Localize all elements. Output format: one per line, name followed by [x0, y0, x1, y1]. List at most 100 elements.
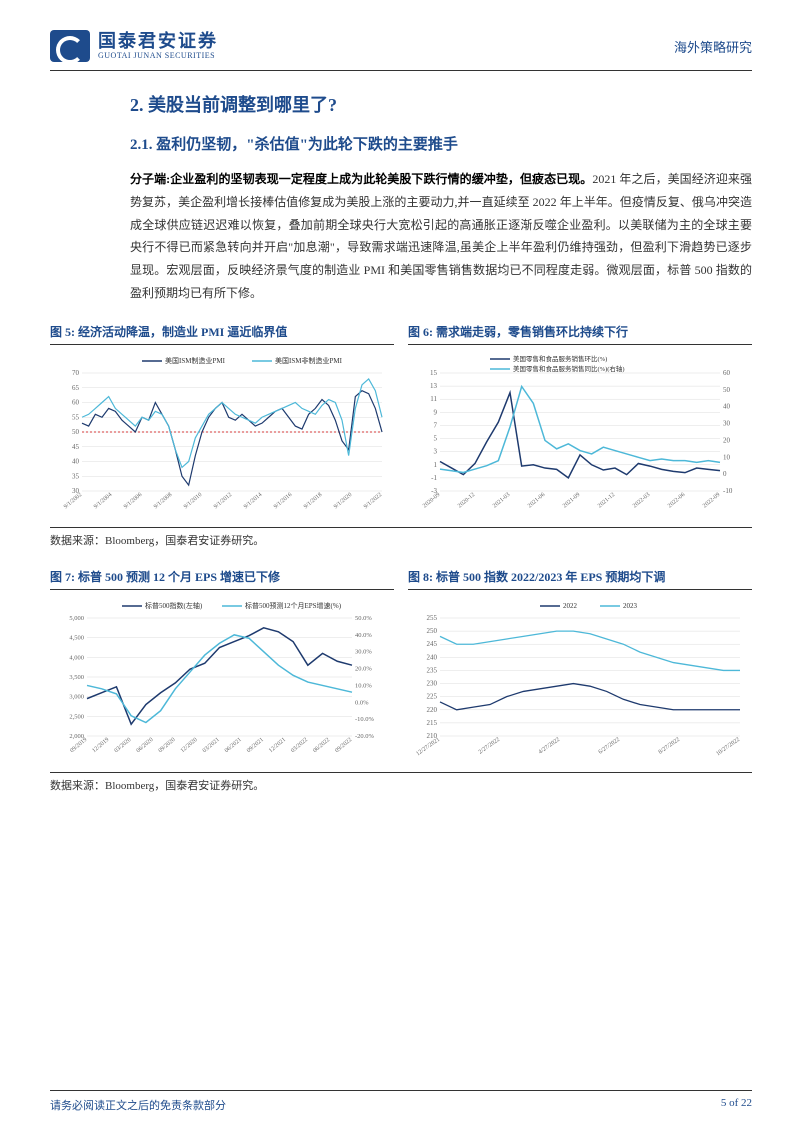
svg-text:1: 1 [434, 461, 438, 469]
svg-text:2/27/2022: 2/27/2022 [478, 737, 501, 756]
chart-source-2: 数据来源：Bloomberg，国泰君安证券研究。 [50, 772, 752, 793]
svg-text:2022: 2022 [563, 602, 578, 610]
page-header: 国泰君安证券 GUOTAI JUNAN SECURITIES 海外策略研究 [50, 30, 752, 71]
svg-text:9/1/2012: 9/1/2012 [213, 492, 233, 510]
svg-text:245: 245 [427, 640, 438, 648]
svg-text:09/2020: 09/2020 [158, 737, 177, 754]
svg-text:215: 215 [427, 719, 438, 727]
company-logo-icon [50, 30, 90, 62]
svg-text:9/1/2018: 9/1/2018 [303, 492, 323, 510]
svg-text:240: 240 [427, 653, 438, 661]
svg-text:4,000: 4,000 [69, 654, 84, 661]
svg-text:50.0%: 50.0% [355, 615, 372, 622]
svg-text:4/27/2022: 4/27/2022 [538, 737, 561, 756]
chart-row-2: 图 7: 标普 500 预测 12 个月 EPS 增速已下修 标普500指数(左… [50, 568, 752, 766]
svg-text:06/2021: 06/2021 [224, 737, 243, 754]
footer-disclaimer: 请务必阅读正文之后的免责条款部分 [50, 1097, 226, 1113]
svg-text:13: 13 [430, 382, 438, 390]
svg-text:美国零售和食品服务销售环比(%): 美国零售和食品服务销售环比(%) [513, 354, 607, 363]
body-paragraph: 分子端:企业盈利的坚韧表现一定程度上成为此轮美股下跌行情的缓冲垫，但疲态已现。2… [130, 168, 752, 305]
subsection-title: 2.1. 盈利仍坚韧，"杀估值"为此轮下跌的主要推手 [130, 133, 752, 154]
svg-text:9/1/2008: 9/1/2008 [153, 492, 173, 510]
page-footer: 请务必阅读正文之后的免责条款部分 5 of 22 [50, 1090, 752, 1113]
svg-text:250: 250 [427, 627, 438, 635]
chart8-title: 图 8: 标普 500 指数 2022/2023 年 EPS 预期均下调 [408, 568, 752, 590]
svg-text:-10: -10 [723, 487, 733, 495]
svg-text:-1: -1 [431, 474, 437, 482]
chart7-box: 标普500指数(左轴)标普500预测12个月EPS增速(%)2,0002,500… [50, 596, 394, 766]
svg-text:40: 40 [72, 457, 80, 465]
svg-text:65: 65 [72, 384, 80, 392]
svg-text:255: 255 [427, 614, 438, 622]
svg-text:2021-06: 2021-06 [527, 492, 546, 509]
svg-text:9/1/2022: 9/1/2022 [363, 492, 383, 510]
svg-text:标普500预测12个月EPS增速(%): 标普500预测12个月EPS增速(%) [245, 601, 342, 610]
svg-text:2022-03: 2022-03 [632, 492, 651, 509]
chart-row-1: 图 5: 经济活动降温，制造业 PMI 逼近临界值 美国ISM制造业PMI 美国I… [50, 323, 752, 521]
svg-text:10/27/2022: 10/27/2022 [715, 737, 741, 758]
svg-text:6/27/2022: 6/27/2022 [598, 737, 621, 756]
svg-text:8/27/2022: 8/27/2022 [658, 737, 681, 756]
svg-text:12/2019: 12/2019 [91, 737, 110, 754]
svg-text:20.0%: 20.0% [355, 665, 372, 672]
svg-text:2022-09: 2022-09 [702, 492, 721, 509]
svg-text:40: 40 [723, 402, 731, 410]
svg-text:3,500: 3,500 [69, 674, 84, 681]
footer-page-number: 5 of 22 [721, 1097, 752, 1113]
svg-text:50: 50 [72, 428, 80, 436]
chart8-box: 2022202321021522022523023524024525025512… [408, 596, 752, 766]
svg-text:2021-09: 2021-09 [562, 492, 581, 509]
svg-text:09/2022: 09/2022 [334, 737, 353, 754]
svg-text:标普500指数(左轴): 标普500指数(左轴) [145, 601, 203, 610]
svg-text:10: 10 [723, 453, 731, 461]
svg-text:3: 3 [434, 447, 438, 455]
svg-text:230: 230 [427, 679, 438, 687]
svg-text:70: 70 [72, 369, 80, 377]
logo-block: 国泰君安证券 GUOTAI JUNAN SECURITIES [50, 30, 218, 62]
svg-text:5,000: 5,000 [69, 615, 84, 622]
svg-text:9/1/2010: 9/1/2010 [183, 492, 203, 510]
svg-text:美国ISM制造业PMI: 美国ISM制造业PMI [165, 356, 226, 365]
svg-text:9/1/2004: 9/1/2004 [93, 492, 113, 510]
svg-text:2020-12: 2020-12 [457, 492, 476, 509]
svg-text:40.0%: 40.0% [355, 632, 372, 639]
chart6-box: 美国零售和食品服务销售环比(%)美国零售和食品服务销售同比(%)(右轴)-3-1… [408, 351, 752, 521]
chart7-title: 图 7: 标普 500 预测 12 个月 EPS 增速已下修 [50, 568, 394, 590]
header-category: 海外策略研究 [674, 37, 752, 56]
svg-text:9/1/2016: 9/1/2016 [273, 492, 293, 510]
svg-text:0.0%: 0.0% [355, 699, 369, 706]
chart5-box: 美国ISM制造业PMI美国ISM非制造业PMI30354045505560657… [50, 351, 394, 521]
svg-text:9/1/2020: 9/1/2020 [333, 492, 353, 510]
logo-cn-text: 国泰君安证券 [98, 32, 218, 52]
svg-text:-10.0%: -10.0% [355, 716, 375, 723]
svg-text:9: 9 [434, 408, 438, 416]
svg-text:4,500: 4,500 [69, 634, 84, 641]
svg-text:美国零售和食品服务销售同比(%)(右轴): 美国零售和食品服务销售同比(%)(右轴) [513, 364, 625, 373]
svg-text:2021-12: 2021-12 [597, 492, 616, 509]
svg-text:03/2022: 03/2022 [290, 737, 309, 754]
svg-text:美国ISM非制造业PMI: 美国ISM非制造业PMI [275, 356, 343, 365]
body-rest: 2021 年之后，美国经济迎来强势复苏，美企盈利增长接棒估值修复成为美股上涨的主… [130, 172, 752, 300]
svg-text:-20.0%: -20.0% [355, 733, 375, 740]
svg-text:45: 45 [72, 443, 80, 451]
svg-text:9/1/2006: 9/1/2006 [123, 492, 143, 510]
svg-text:2023: 2023 [623, 602, 638, 610]
svg-text:09/2021: 09/2021 [246, 737, 265, 754]
svg-text:7: 7 [434, 421, 438, 429]
svg-text:12/2021: 12/2021 [268, 737, 287, 754]
svg-text:06/2022: 06/2022 [312, 737, 331, 754]
svg-text:03/2021: 03/2021 [202, 737, 221, 754]
svg-text:11: 11 [430, 395, 437, 403]
svg-text:60: 60 [72, 398, 80, 406]
svg-text:3,000: 3,000 [69, 693, 84, 700]
svg-text:220: 220 [427, 706, 438, 714]
svg-text:2022-06: 2022-06 [667, 492, 686, 509]
svg-text:20: 20 [723, 436, 731, 444]
svg-text:5: 5 [434, 434, 438, 442]
chart5-title: 图 5: 经济活动降温，制造业 PMI 逼近临界值 [50, 323, 394, 345]
svg-text:15: 15 [430, 369, 438, 377]
svg-text:2,500: 2,500 [69, 713, 84, 720]
svg-text:9/1/2014: 9/1/2014 [243, 492, 263, 510]
svg-text:03/2020: 03/2020 [114, 737, 133, 754]
section-title: 2. 美股当前调整到哪里了? [130, 91, 752, 117]
